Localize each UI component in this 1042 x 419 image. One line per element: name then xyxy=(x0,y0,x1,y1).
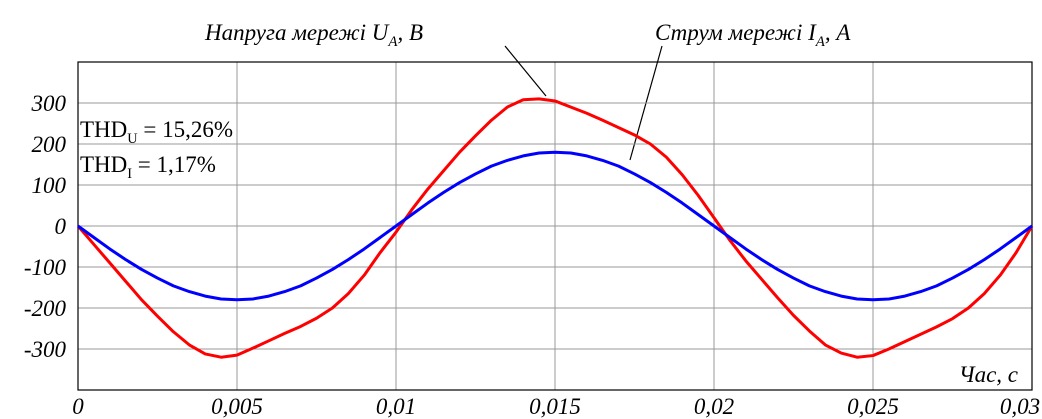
y-tick-label: -200 xyxy=(24,296,67,321)
leader-line xyxy=(504,45,547,97)
annotation-subscript: I xyxy=(127,166,132,182)
x-tick-label: 0,005 xyxy=(211,394,263,419)
y-tick-label: -300 xyxy=(24,337,67,362)
x-tick-label: 0,015 xyxy=(529,394,581,419)
annotation-suffix: , А xyxy=(825,20,852,45)
annotation-subscript: U xyxy=(127,131,138,147)
x-tick-label: 0,025 xyxy=(847,394,899,419)
x-axis-label: Час, с xyxy=(959,362,1018,387)
annotation: THDU = 15,26% xyxy=(80,117,233,147)
x-tick-label: 0,03 xyxy=(1000,394,1040,419)
y-tick-label: -100 xyxy=(24,255,67,280)
series-line xyxy=(77,150,1033,302)
annotation-subscript: A xyxy=(387,34,398,50)
x-tick-label: 0,01 xyxy=(376,394,416,419)
series-line xyxy=(76,97,1034,359)
annotation-suffix: = 15,26% xyxy=(138,117,233,142)
annotation-text: Струм мережі I xyxy=(655,20,817,45)
annotation: THDI = 1,17% xyxy=(80,152,216,182)
annotation-text: THD xyxy=(80,117,127,142)
annotation: Струм мережі IA, А xyxy=(655,20,851,50)
annotation-suffix: , В xyxy=(398,20,424,45)
y-tick-label: 300 xyxy=(31,91,67,116)
annotation-subscript: A xyxy=(815,34,826,50)
y-tick-label: 100 xyxy=(32,173,67,198)
annotation-suffix: = 1,17% xyxy=(132,152,216,177)
y-tick-label: 200 xyxy=(32,132,67,157)
annotation: Напруга мережі UA, В xyxy=(204,20,423,50)
annotation-text: THD xyxy=(80,152,127,177)
x-tick-label: 0 xyxy=(72,394,84,419)
y-tick-label: 0 xyxy=(55,214,67,239)
annotation-text: Напруга мережі U xyxy=(204,20,390,45)
x-tick-label: 0,02 xyxy=(694,394,734,419)
